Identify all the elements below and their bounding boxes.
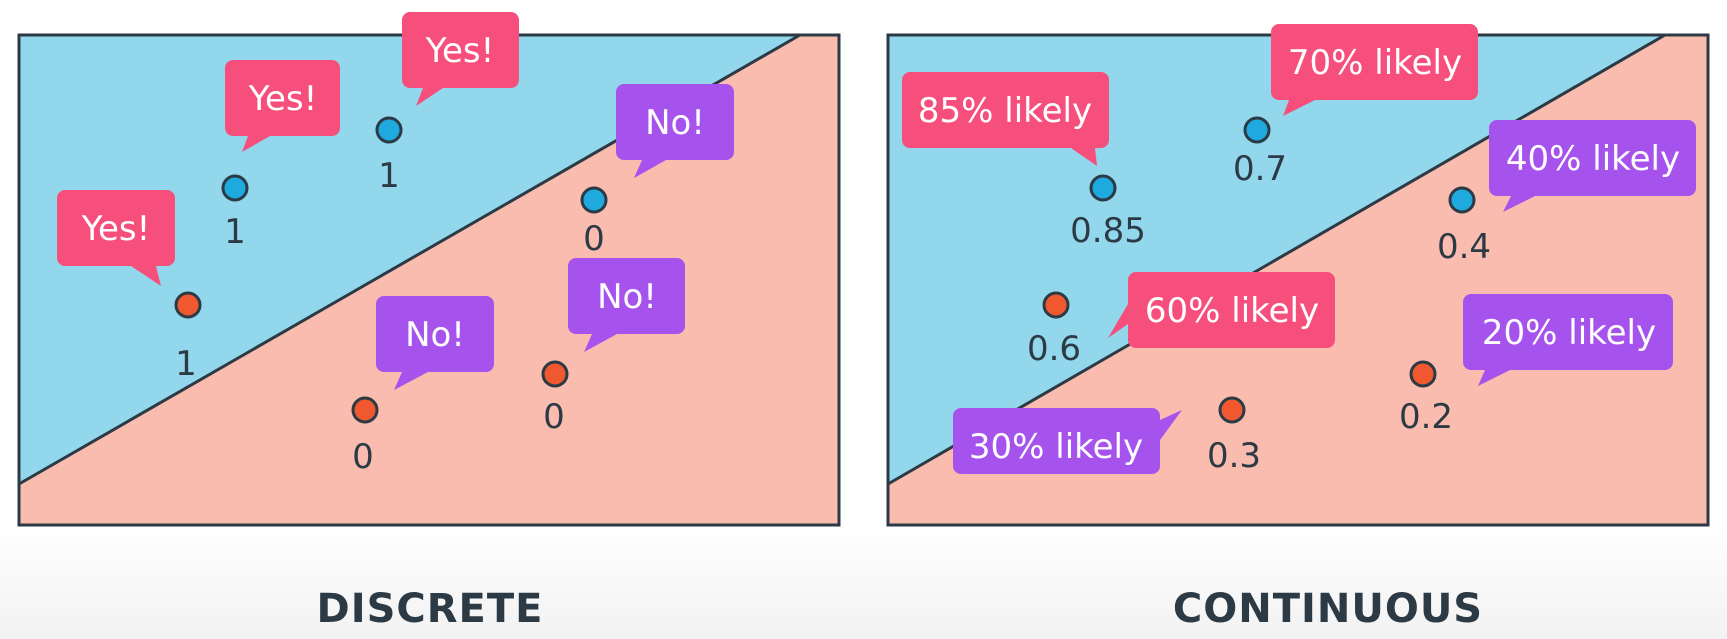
continuous-point-c: 40% likely 0.4 (1437, 120, 1696, 267)
continuous-caption: CONTINUOUS (1173, 586, 1483, 632)
speech-bubble (616, 84, 734, 178)
continuous-point-f: 30% likely 0.3 (953, 396, 1261, 476)
blue-data-point (1089, 174, 1117, 202)
bubble-text: 60% likely (1145, 291, 1319, 331)
point-label: 1 (378, 156, 400, 196)
discrete-caption: DISCRETE (317, 586, 544, 632)
red-data-point (1409, 360, 1437, 388)
red-data-point (1218, 396, 1246, 424)
point-label: 0 (583, 219, 605, 259)
speech-bubble (568, 258, 685, 352)
discrete-panel: Yes! 1 Yes! 1 Yes! 1 No! 0 No! (17, 12, 841, 527)
point-label: 1 (175, 344, 197, 384)
red-data-point (174, 291, 202, 319)
red-data-point (541, 360, 569, 388)
bubble-text: No! (645, 103, 705, 143)
bubble-text: Yes! (425, 31, 495, 71)
blue-data-point (375, 116, 403, 144)
speech-bubble (57, 190, 175, 286)
speech-bubble (1463, 294, 1673, 386)
speech-bubble (1489, 120, 1696, 212)
point-label: 0.4 (1437, 227, 1491, 267)
bubble-text: 30% likely (969, 427, 1143, 467)
bubble-text: 85% likely (918, 91, 1092, 131)
bubble-text: 70% likely (1288, 43, 1462, 83)
red-data-point (1042, 291, 1070, 319)
speech-bubble (225, 60, 340, 152)
blue-data-point (580, 186, 608, 214)
speech-bubble (402, 12, 519, 106)
point-label: 0.6 (1027, 329, 1081, 369)
discrete-point-c: Yes! 1 (57, 190, 202, 384)
point-label: 0.2 (1399, 397, 1453, 437)
continuous-panel: 85% likely 0.85 70% likely 0.7 40% likel… (886, 24, 1710, 527)
bubble-text: 20% likely (1482, 313, 1656, 353)
bubble-text: Yes! (81, 209, 151, 249)
discrete-point-f: No! 0 (541, 258, 685, 437)
point-label: 0 (543, 397, 565, 437)
point-label: 0.7 (1233, 149, 1287, 189)
discrete-point-d: No! 0 (580, 84, 734, 259)
discrete-point-b: Yes! 1 (375, 12, 519, 196)
speech-bubble (376, 296, 494, 390)
continuous-point-d: 60% likely 0.6 (1027, 272, 1335, 369)
bubble-text: Yes! (248, 79, 318, 119)
point-label: 0.85 (1070, 211, 1146, 251)
point-label: 0.3 (1207, 436, 1261, 476)
point-label: 0 (352, 437, 374, 477)
point-label: 1 (224, 212, 246, 252)
red-data-point (351, 396, 379, 424)
continuous-point-e: 20% likely 0.2 (1399, 294, 1673, 437)
speech-bubble (1108, 272, 1335, 348)
blue-data-point (1243, 116, 1271, 144)
blue-data-point (1448, 186, 1476, 214)
continuous-point-b: 70% likely 0.7 (1233, 24, 1478, 189)
speech-bubble (953, 408, 1182, 474)
bubble-text: 40% likely (1506, 139, 1680, 179)
discrete-point-e: No! 0 (351, 296, 494, 477)
speech-bubble (902, 72, 1109, 166)
bubble-text: No! (405, 315, 465, 355)
bubble-text: No! (597, 277, 657, 317)
blue-data-point (221, 174, 249, 202)
speech-bubble (1271, 24, 1478, 116)
continuous-point-a: 85% likely 0.85 (902, 72, 1146, 251)
discrete-point-a: Yes! 1 (221, 60, 340, 252)
